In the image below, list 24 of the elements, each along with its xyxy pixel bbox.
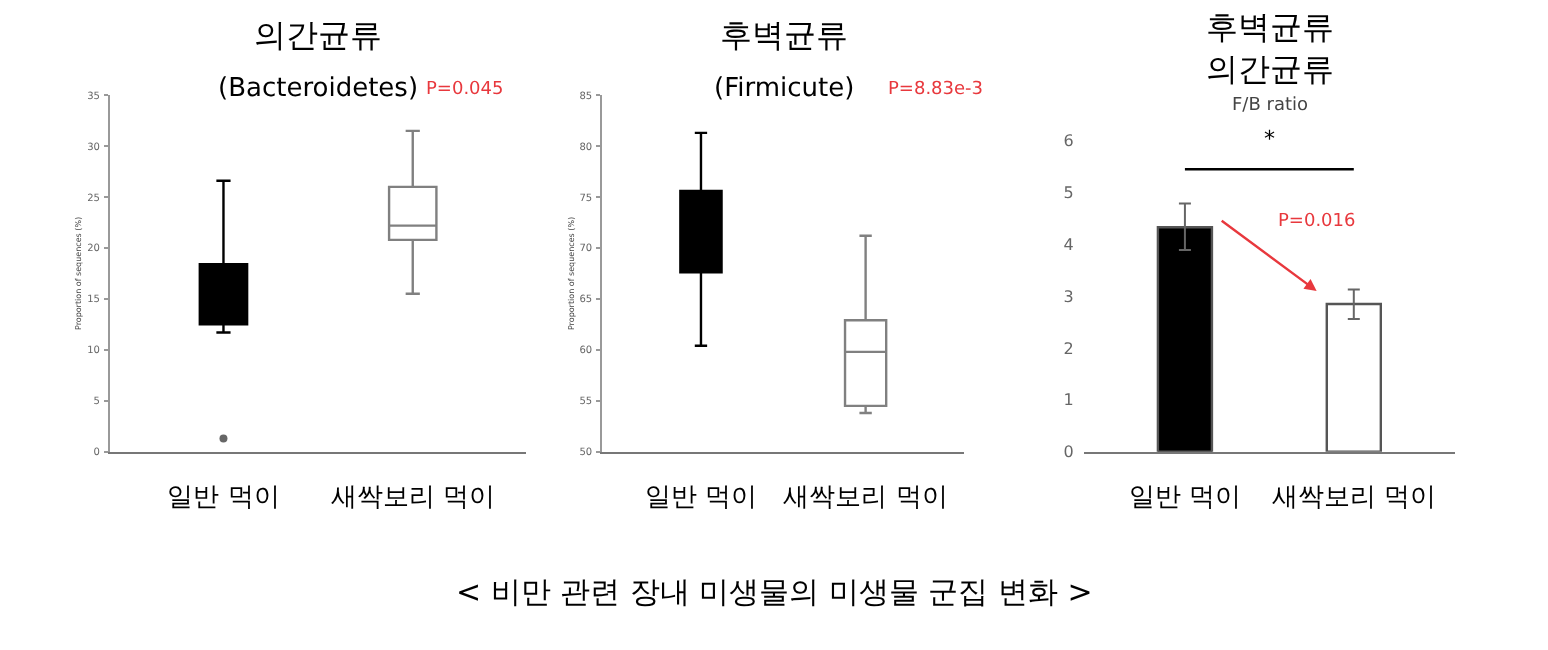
y-tick-label: 4 (1063, 235, 1074, 254)
x-tick-label: 새싹보리 먹이 (330, 483, 495, 514)
annotation: P=0.045 (426, 80, 504, 100)
chart-subtitle: F/B ratio (1232, 96, 1309, 116)
x-tick-label: 새싹보리 먹이 (1271, 483, 1436, 514)
x-tick-label: 일반 먹이 (644, 483, 758, 514)
x-tick-label: 일반 먹이 (1128, 483, 1242, 514)
y-tick-label: 2 (1063, 339, 1074, 358)
annotation: P=8.83e-3 (888, 80, 984, 100)
x-tick-label: 일반 먹이 (167, 483, 280, 514)
chart-subtitle: (Bacteroidetes) (218, 74, 419, 104)
annotation: P=0.016 (1278, 212, 1357, 232)
text: < 비만 관련 장내 미생물의 미생물 군집 변화 > (456, 574, 1093, 610)
y-tick-label: 6 (1063, 132, 1074, 151)
y-tick-label: 1 (1063, 391, 1074, 410)
y-tick-label: 3 (1063, 287, 1074, 306)
y-tick-label: 5 (1063, 184, 1074, 203)
annotation: * (1264, 126, 1276, 152)
chart-title: 의간균류 (254, 16, 382, 54)
y-tick-label: 0 (1063, 443, 1074, 462)
chart-title: 후벽균류 (720, 16, 848, 54)
x-tick-label: 새싹보리 먹이 (783, 483, 948, 514)
chart-title: 후벽균류 의간균류 (1206, 8, 1334, 88)
chart-subtitle: (Firmicute) (714, 74, 855, 104)
